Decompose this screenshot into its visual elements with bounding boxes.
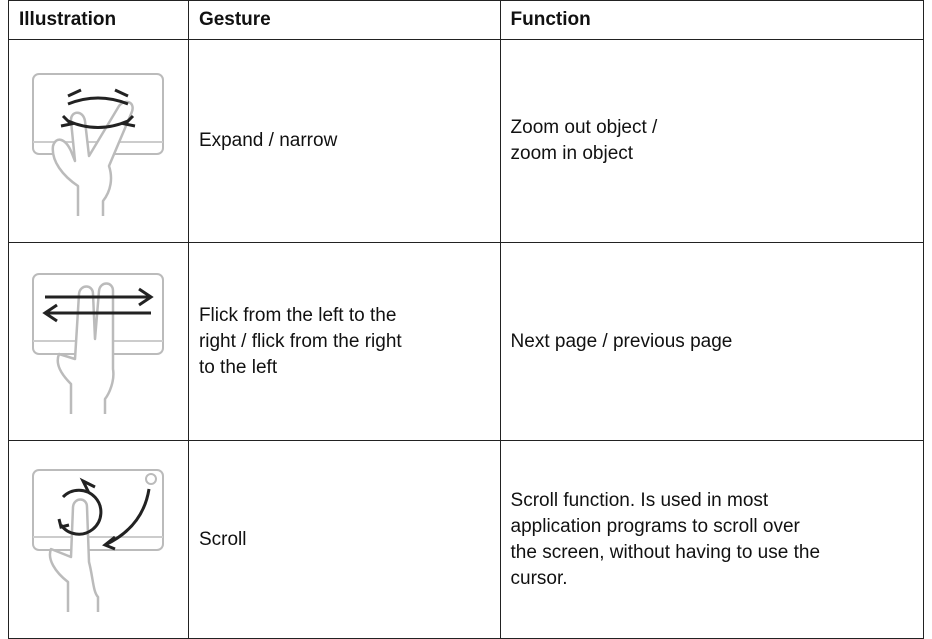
expand-illustration [32,73,165,216]
gesture-cell: Flick from the left to the right / flick… [187,242,501,441]
page: Illustration Gesture Function Expand / n… [8,0,925,639]
function-cell: Next page / previous page [499,242,925,441]
gesture-table: Illustration Gesture Function Expand / n… [8,0,925,639]
table-row: Scroll Scroll function. Is used in most … [8,440,925,639]
function-cell: Scroll function. Is used in most applica… [499,440,925,639]
gesture-cell: Expand / narrow [187,39,501,243]
table-row: Flick from the left to the right / flick… [8,242,925,441]
illustration-cell [8,242,189,441]
table-row: Expand / narrow Zoom out object / zoom i… [8,39,925,243]
scroll-illustration [32,469,165,612]
header-row: Illustration Gesture Function [8,0,925,40]
gesture-cell: Scroll [187,440,501,639]
header-cell: Function [499,0,925,40]
flick-illustration [32,273,165,414]
illustration-cell [8,440,189,639]
header-cell: Illustration [8,0,189,40]
function-cell: Zoom out object / zoom in object [499,39,925,243]
header-cell: Gesture [187,0,501,40]
illustration-cell [8,39,189,243]
